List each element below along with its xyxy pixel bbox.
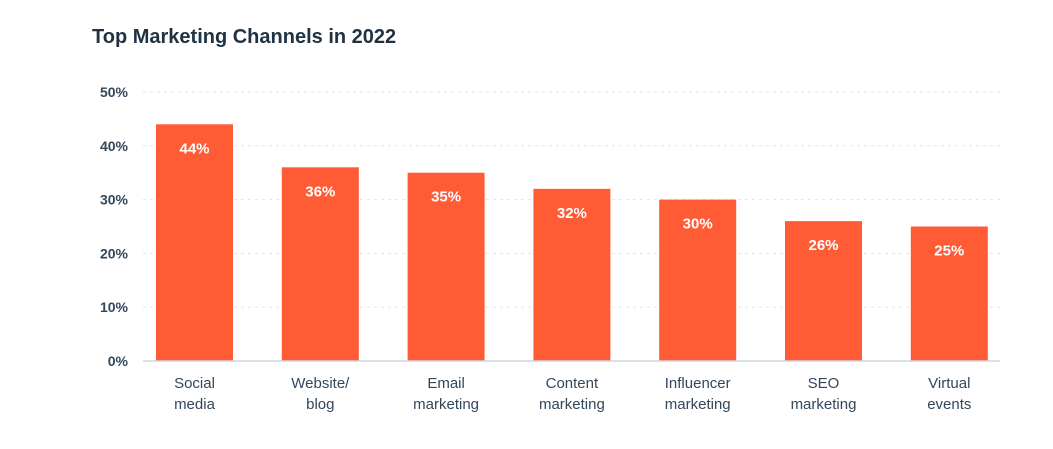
x-tick-label: SEO — [808, 375, 840, 392]
chart-title: Top Marketing Channels in 2022 — [92, 26, 397, 48]
x-tick-label: events — [927, 396, 971, 413]
data-label: 26% — [808, 237, 838, 254]
x-tick-label: media — [174, 396, 216, 413]
x-tick-label: marketing — [791, 396, 857, 413]
y-tick-label: 10% — [100, 299, 129, 315]
bar — [407, 172, 485, 361]
y-tick-label: 40% — [100, 138, 129, 154]
y-tick-label: 30% — [100, 192, 129, 208]
x-tick-label: marketing — [413, 396, 479, 413]
data-label: 32% — [557, 205, 587, 222]
data-label: 44% — [179, 140, 209, 157]
bar — [533, 188, 611, 361]
y-tick-label: 0% — [108, 353, 129, 369]
data-label: 25% — [934, 243, 964, 260]
bar — [659, 199, 737, 361]
x-tick-label: Email — [427, 375, 465, 392]
bar — [281, 167, 359, 361]
bar — [156, 124, 233, 361]
x-tick-label: blog — [306, 396, 334, 413]
data-label: 35% — [431, 189, 461, 206]
x-tick-label: marketing — [665, 396, 731, 413]
bar — [785, 221, 862, 361]
data-label: 36% — [305, 183, 335, 200]
x-tick-label: Virtual — [928, 375, 970, 392]
x-tick-label: Influencer — [665, 375, 731, 392]
bar — [910, 226, 988, 361]
x-tick-label: Website/ — [291, 375, 350, 392]
y-tick-label: 50% — [100, 84, 129, 100]
x-tick-label: Social — [174, 375, 215, 392]
x-tick-label: marketing — [539, 396, 605, 413]
y-tick-label: 20% — [100, 245, 129, 261]
data-label: 30% — [683, 216, 713, 233]
x-tick-label: Content — [546, 375, 599, 392]
